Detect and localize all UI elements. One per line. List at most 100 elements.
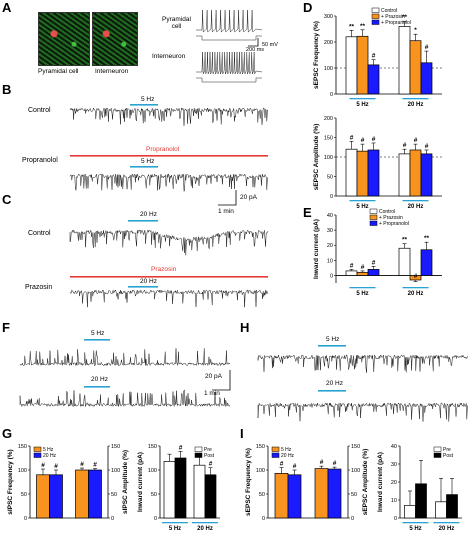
E-cat-label-0: 5 Hz (356, 291, 368, 297)
E-mark-2-1: ** (424, 235, 430, 242)
panel-label-i: I (240, 426, 244, 441)
D-top-bar-1-0 (356, 35, 369, 95)
D-bottom-tick-label-0: 0 (330, 194, 333, 200)
D-bottom-mark-2-1: # (425, 143, 429, 150)
E-cat-bar-1 (402, 287, 429, 289)
E-tick-label-3: 30 (327, 228, 333, 234)
I-right-bar-0-0 (404, 505, 416, 519)
G-left-y2-tick-label-2: 100 (111, 468, 120, 474)
f-trace-20hz (19, 388, 231, 408)
G-left-tick-label-3: 150 (18, 444, 27, 450)
E-tick-label-2: 20 (327, 243, 333, 249)
D-top-cat-label-0: 5 Hz (356, 102, 368, 108)
G-left-legend-swatch-1 (33, 452, 42, 458)
I-left-mark-0-1: # (320, 459, 324, 466)
b-stim-bar-2 (130, 166, 158, 168)
G-right-cat-label-0: 5 Hz (169, 526, 181, 532)
D-bottom-tick-label-3: 150 (324, 136, 333, 142)
E-bar-0-1 (398, 247, 411, 276)
E-legend-label-0: Control (379, 209, 395, 215)
G-left-mark-0-0: # (41, 462, 45, 469)
G-left-mark-1-0: # (54, 463, 58, 470)
I-left-tick-label-2: 100 (256, 468, 265, 474)
step-trace-interneuron (196, 77, 262, 83)
I-left-bar-0-0 (274, 473, 289, 519)
trace-label-interneuron: Interneuron (152, 53, 186, 60)
G-left-tick-label-2: 100 (18, 468, 27, 474)
D-bottom-cat-label-0: 5 Hz (356, 204, 368, 210)
h-stim-label-1: 5 Hz (326, 336, 340, 343)
I-right-tick-label-2: 20 (391, 480, 397, 486)
E-bar-2-0 (367, 269, 380, 276)
I-right-bar-1-1 (446, 494, 458, 519)
D-top-bar-0-0 (345, 36, 358, 95)
D-top-cat-label-1: 20 Hz (408, 102, 424, 108)
micrograph-label-pyramidal: Pyramidal cell (38, 68, 79, 75)
I-right-legend-label-0: Pre (443, 447, 451, 453)
I-right-cat-label-1: 20 Hz (439, 526, 455, 532)
E-bar-0-0 (345, 270, 358, 276)
D-top-cat-bar-0 (349, 98, 376, 100)
D-bottom-mark-1-1: # (414, 137, 418, 144)
D-bottom-tick-label-2: 100 (324, 155, 333, 161)
I-right-bar-1-0 (415, 483, 427, 519)
b-stim-label-1: 5 Hz (141, 96, 155, 103)
E-mark-1-0: # (361, 264, 365, 271)
scale-ms-a: 200 ms (246, 47, 265, 53)
I-right-bar-0-1 (435, 501, 447, 519)
E-mark-2-0: # (372, 259, 376, 266)
panel-label-d: D (303, 0, 313, 15)
D-top-tick-label-1: 100 (324, 66, 333, 72)
E-ylabel: Inward current (pA) (313, 219, 320, 279)
I-right-ylabel: Inward current (pA) (377, 452, 384, 512)
G-right-legend-label-0: Pre (204, 447, 212, 453)
I-right-legend-label-1: Post (443, 453, 454, 459)
panel-label-b: B (2, 82, 12, 97)
f-scale-pa: 20 pA (205, 373, 222, 380)
E-cat-label-1: 20 Hz (408, 291, 424, 297)
f-stim-label-2: 20 Hz (91, 376, 108, 383)
E-legend-swatch-2 (369, 220, 378, 226)
D-bottom-bar-1-1 (409, 149, 422, 197)
I-left-mark-1-0: # (293, 463, 297, 470)
panel-label-c: C (2, 192, 12, 207)
micrograph-interneuron (92, 12, 138, 66)
G-left-legend-label-1: 20 Hz (43, 453, 57, 459)
b-trace-propranolol (69, 173, 269, 193)
I-left-tick-label-0: 0 (262, 516, 265, 522)
c-drug-label: Prazosin (151, 266, 177, 273)
D-bottom-mark-0-1: # (403, 142, 407, 149)
panel-label-e: E (303, 205, 312, 220)
b-stim-bar-1 (130, 104, 158, 106)
I-right-tick-label-1: 10 (391, 498, 397, 504)
D-top-tick-label-2: 200 (324, 40, 333, 46)
D-top-legend-swatch-0 (371, 7, 380, 13)
G-left-mark-0-1: # (80, 461, 84, 468)
E-tick-label-0: 0 (330, 273, 333, 279)
E-legend-label-1: + Prazosin (379, 215, 403, 221)
G-left-bar-1-1 (88, 469, 102, 519)
f-stim-label-1: 5 Hz (91, 330, 105, 337)
D-bottom-bar-2-1 (420, 153, 433, 197)
I-right-cat-bar-0 (402, 522, 429, 524)
I-right-cat-label-0: 5 Hz (409, 526, 421, 532)
D-top-legend-label-2: + Propranolol (381, 20, 411, 26)
G-left-y2-tick-label-1: 50 (111, 492, 117, 498)
h-trace-5hz (257, 354, 468, 373)
G-right-tick-label-0: 0 (154, 516, 157, 522)
G-right-cat-bar-1 (192, 522, 218, 524)
G-right-ylabel: Inward current (pA) (137, 452, 144, 512)
E-mark-0-1: ** (402, 237, 408, 244)
I-left-legend-swatch-1 (271, 452, 280, 458)
G-right-tick-label-2: 100 (148, 468, 157, 474)
c-stim-bar-2 (128, 286, 158, 288)
D-top-mark-1-0: ** (360, 23, 366, 30)
D-bottom-bar-0-0 (345, 148, 358, 197)
I-right-legend-swatch-0 (433, 446, 442, 452)
G-right-legend-swatch-0 (194, 446, 203, 452)
c-trace-prazosin (69, 289, 269, 308)
I-left-legend-label-1: 20 Hz (281, 453, 295, 459)
D-bottom-bar-2-0 (367, 149, 380, 197)
b-scale-bar (218, 190, 237, 206)
c-stim-label-2: 20 Hz (140, 278, 157, 285)
